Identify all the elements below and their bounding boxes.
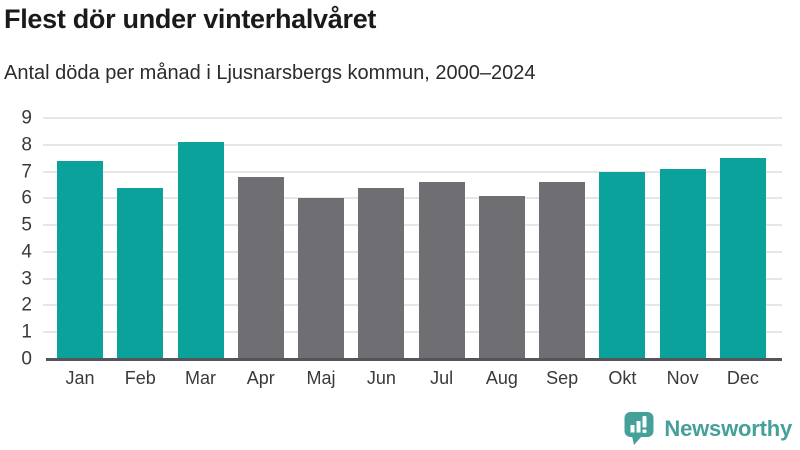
bar-sep (539, 182, 586, 359)
gridline (43, 277, 782, 280)
chart-subtitle: Antal döda per månad i Ljusnarsbergs kom… (4, 62, 536, 84)
bar-jun (358, 187, 405, 359)
x-tick-label-mar: Mar (185, 368, 217, 388)
gridline (43, 224, 782, 227)
x-tick-label-maj: Maj (306, 368, 336, 388)
x-tick-label-jul: Jul (430, 368, 454, 388)
newsworthy-brand-text: Newsworthy (664, 415, 792, 441)
x-axis-baseline (46, 358, 782, 361)
bars-container (57, 118, 766, 359)
y-tick-label: 3 (21, 268, 32, 290)
x-tick-label-nov: Nov (666, 368, 699, 388)
y-axis: 0 1 2 3 4 5 6 7 8 9 (0, 109, 36, 369)
y-tick-label: 0 (21, 348, 32, 370)
gridline (43, 250, 782, 253)
newsworthy-speech-bubble-bar-chart-icon (623, 411, 656, 446)
gridline (43, 331, 782, 334)
bar-mar (177, 142, 224, 359)
y-tick-label: 5 (21, 214, 32, 236)
gridline (43, 197, 782, 200)
y-tick-label: 7 (21, 161, 32, 183)
y-tick-label: 4 (21, 241, 32, 263)
x-tick-label-dec: Dec (726, 368, 759, 388)
bar-jul (418, 182, 465, 359)
page-title: Flest dör under vinterhalvåret (4, 4, 377, 34)
y-tick-label: 2 (21, 294, 32, 316)
gridline (43, 304, 782, 307)
x-tick-label-feb: Feb (124, 368, 156, 388)
gridline (43, 117, 782, 119)
y-tick-label: 1 (21, 321, 32, 343)
bar-maj (298, 198, 345, 359)
y-tick-label: 6 (21, 187, 32, 209)
gridline (43, 143, 782, 146)
bar-nov (659, 168, 706, 359)
x-tick-label-jun: Jun (366, 368, 396, 388)
plot-area (43, 117, 782, 361)
bar-aug (478, 195, 525, 359)
x-tick-label-jan: Jan (65, 368, 95, 388)
bar-okt (599, 171, 646, 359)
newsworthy-logo[interactable]: Newsworthy (623, 411, 792, 446)
y-tick-label: 8 (21, 134, 32, 156)
x-tick-label-aug: Aug (485, 368, 518, 388)
gridline (43, 170, 782, 173)
bar-dec (719, 158, 766, 359)
x-tick-label-sep: Sep (546, 368, 579, 388)
bar-apr (237, 176, 284, 359)
y-tick-label: 9 (21, 107, 32, 129)
x-axis-labels: Jan Feb Mar Apr Maj Jun Jul Aug Sep Okt Nov Dec (57, 368, 766, 389)
x-tick-label-okt: Okt (608, 368, 637, 388)
bar-jan (57, 160, 103, 359)
bar-feb (117, 187, 164, 359)
x-tick-label-apr: Apr (246, 368, 275, 388)
